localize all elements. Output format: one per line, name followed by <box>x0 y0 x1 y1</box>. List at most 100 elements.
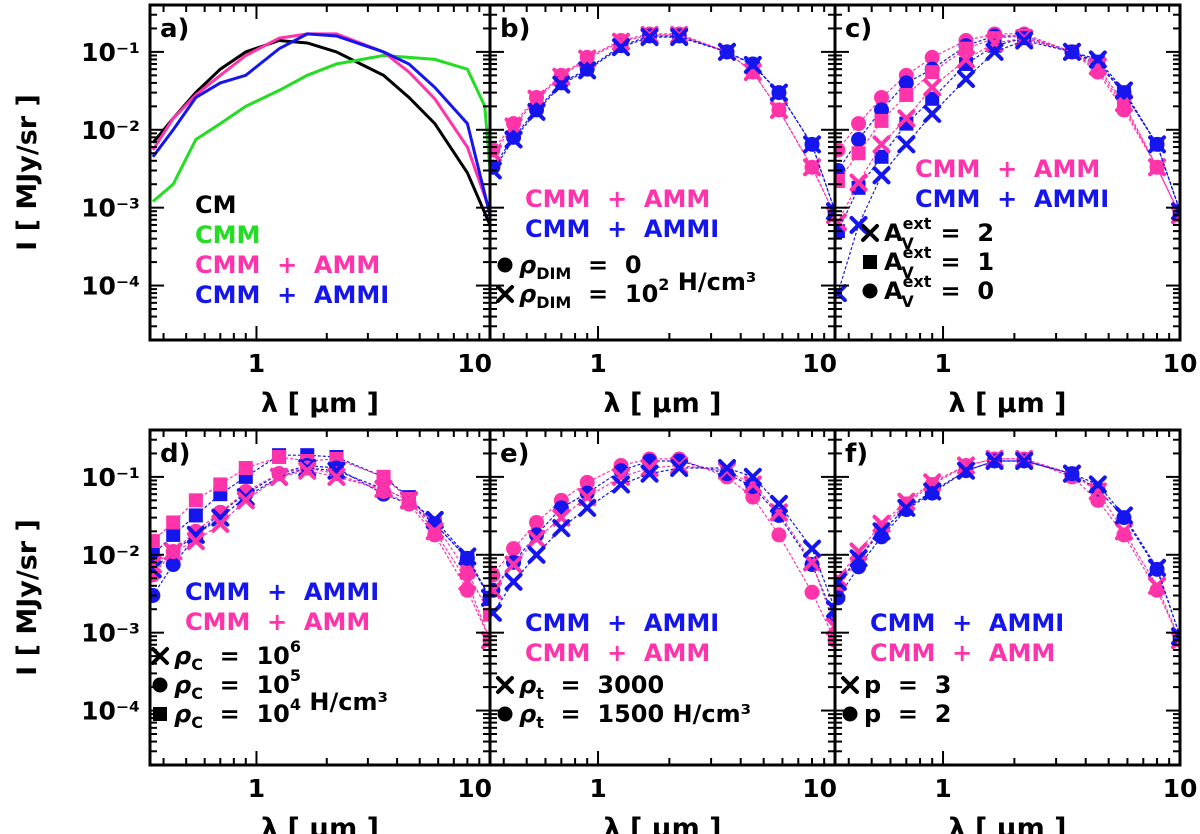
data-point <box>874 89 890 105</box>
series-1 <box>151 53 490 203</box>
y-tick-label: 10⁻¹ <box>81 463 140 492</box>
data-point <box>959 41 974 56</box>
data-point <box>527 89 546 108</box>
legend-entry: CMM <box>195 221 260 249</box>
legend-marker <box>496 285 514 303</box>
data-point <box>425 522 444 541</box>
y-tick-label: 10⁻³ <box>81 619 140 648</box>
data-point <box>985 42 1004 61</box>
legend-marker <box>152 677 168 693</box>
data-point <box>924 49 940 65</box>
data-point <box>803 553 822 572</box>
data-point <box>872 166 891 185</box>
y-tick-label: 10⁻² <box>81 541 140 570</box>
data-point <box>490 603 502 622</box>
data-point <box>835 142 846 158</box>
data-point <box>640 459 659 478</box>
marker-legend-entry: p = 3 <box>864 671 951 699</box>
marker-legend-entry: Aext V = 2 <box>884 214 994 253</box>
x-axis-title: λ [ μm ] <box>261 388 379 419</box>
x-axis-title: λ [ μm ] <box>949 813 1067 834</box>
data-point <box>579 485 595 501</box>
data-point <box>166 515 181 530</box>
x-tick-label: 1 <box>934 774 951 803</box>
data-point <box>925 91 940 106</box>
data-point <box>835 173 845 188</box>
data-point <box>874 113 889 128</box>
data-point <box>1148 135 1167 154</box>
data-point <box>327 461 346 480</box>
data-point <box>1148 158 1167 177</box>
data-point <box>458 572 477 591</box>
legend-entry: CMM + AMMI <box>870 609 1064 637</box>
data-point <box>899 87 914 102</box>
series-0 <box>151 38 490 226</box>
y-tick-label: 10⁻³ <box>81 194 140 223</box>
panel-label: e) <box>500 439 530 469</box>
data-point <box>327 467 346 486</box>
data-point <box>1114 506 1133 525</box>
data-point <box>374 479 393 498</box>
data-point <box>897 498 916 517</box>
data-point <box>849 173 868 192</box>
legend-entry: CMM + AMM <box>185 608 370 636</box>
legend-entry: CMM + AMMI <box>195 281 389 309</box>
legend-entry: CMM + AMM <box>195 251 380 279</box>
y-tick-label: 10⁻⁴ <box>81 272 140 301</box>
legend-marker <box>861 224 879 242</box>
data-point <box>957 456 976 475</box>
data-point <box>552 75 571 94</box>
legend-marker <box>862 283 878 299</box>
data-point <box>504 555 523 574</box>
data-point <box>1116 99 1131 114</box>
data-point <box>150 555 162 574</box>
data-point <box>771 527 787 543</box>
marker-legend-entry: ρC = 106 <box>174 637 301 674</box>
data-point <box>670 459 689 478</box>
x-tick-label: 1 <box>934 349 951 378</box>
data-point <box>835 572 847 591</box>
data-point <box>769 100 788 119</box>
legend-marker <box>151 647 169 665</box>
legend-entry: CMM + AMM <box>525 185 710 213</box>
data-point <box>552 519 571 538</box>
marker-legend-entry: ρt = 1500 H/cm³ <box>519 700 751 732</box>
data-point <box>150 560 162 579</box>
series-3 <box>835 451 1180 646</box>
panel-d: 1 10 10⁻¹ 10⁻² 10⁻³ 10⁻⁴ λ [ μm ] I [ MJy/sr ] d… <box>12 428 492 834</box>
data-point <box>271 466 287 482</box>
data-point <box>923 482 942 501</box>
data-point <box>874 149 889 164</box>
data-point <box>238 461 253 476</box>
series-3 <box>490 459 835 622</box>
data-point <box>211 508 230 527</box>
data-point <box>527 529 546 548</box>
data-point <box>640 28 659 47</box>
marker-legend-entry: ρt = 3000 <box>519 671 664 703</box>
data-point <box>272 450 287 465</box>
data-point <box>506 116 522 132</box>
data-point <box>803 539 822 558</box>
data-point <box>769 494 788 513</box>
plot-frame <box>833 3 1182 342</box>
data-point <box>923 104 942 123</box>
series-line <box>151 53 490 203</box>
data-point <box>376 469 391 484</box>
data-point <box>579 474 595 490</box>
legend-entry: CMM + AMMI <box>525 215 719 243</box>
marker-legend-entry: ρDIM = 102 H/cm³ <box>519 268 756 312</box>
data-point <box>1148 558 1167 577</box>
data-point <box>1062 464 1081 483</box>
data-point <box>164 542 183 561</box>
legend-entry: CMM + AMMI <box>915 185 1109 213</box>
data-point <box>504 572 523 591</box>
data-point <box>401 496 417 512</box>
data-point <box>897 135 916 154</box>
panel-label: c) <box>845 14 872 44</box>
marker-legend-entry: p = 2 <box>864 700 951 728</box>
data-point <box>211 514 230 533</box>
x-tick-label: 10 <box>457 349 492 378</box>
data-point <box>504 117 523 136</box>
